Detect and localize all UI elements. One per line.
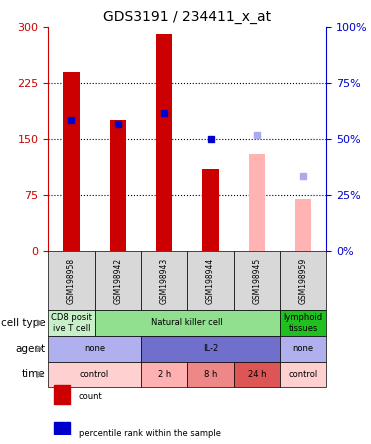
FancyBboxPatch shape <box>187 251 234 310</box>
Text: cell type: cell type <box>1 318 46 328</box>
Text: control: control <box>289 370 318 379</box>
Text: percentile rank within the sample: percentile rank within the sample <box>79 429 221 438</box>
FancyBboxPatch shape <box>280 361 326 387</box>
Bar <box>203 169 219 251</box>
Text: GSM198942: GSM198942 <box>113 258 122 304</box>
FancyBboxPatch shape <box>141 336 280 361</box>
FancyBboxPatch shape <box>187 361 234 387</box>
FancyBboxPatch shape <box>48 310 95 336</box>
Text: 24 h: 24 h <box>248 370 266 379</box>
FancyBboxPatch shape <box>48 361 141 387</box>
Title: GDS3191 / 234411_x_at: GDS3191 / 234411_x_at <box>103 10 272 24</box>
Text: GSM198958: GSM198958 <box>67 258 76 304</box>
Bar <box>54 385 70 404</box>
Bar <box>110 120 126 251</box>
FancyBboxPatch shape <box>280 251 326 310</box>
Text: none: none <box>293 344 314 353</box>
Bar <box>295 199 311 251</box>
FancyBboxPatch shape <box>141 251 187 310</box>
Text: 2 h: 2 h <box>158 370 171 379</box>
Text: none: none <box>84 344 105 353</box>
Text: GSM198943: GSM198943 <box>160 258 169 304</box>
Bar <box>249 154 265 251</box>
Text: GSM198945: GSM198945 <box>252 258 262 304</box>
FancyBboxPatch shape <box>48 336 141 361</box>
Text: lymphoid
tissues: lymphoid tissues <box>284 313 323 333</box>
FancyBboxPatch shape <box>280 336 326 361</box>
FancyBboxPatch shape <box>95 251 141 310</box>
Bar <box>156 34 172 251</box>
Text: control: control <box>80 370 109 379</box>
Text: IL-2: IL-2 <box>203 344 218 353</box>
FancyBboxPatch shape <box>234 251 280 310</box>
Text: count: count <box>79 392 103 401</box>
Text: GSM198959: GSM198959 <box>299 258 308 304</box>
FancyBboxPatch shape <box>280 310 326 336</box>
FancyBboxPatch shape <box>141 361 187 387</box>
Text: 8 h: 8 h <box>204 370 217 379</box>
FancyBboxPatch shape <box>234 361 280 387</box>
Bar <box>54 422 70 440</box>
FancyBboxPatch shape <box>95 310 280 336</box>
Text: CD8 posit
ive T cell: CD8 posit ive T cell <box>51 313 92 333</box>
FancyBboxPatch shape <box>48 251 95 310</box>
Text: agent: agent <box>15 344 46 354</box>
Text: time: time <box>22 369 46 380</box>
Text: GSM198944: GSM198944 <box>206 258 215 304</box>
Bar <box>63 71 79 251</box>
Text: Natural killer cell: Natural killer cell <box>151 318 223 328</box>
